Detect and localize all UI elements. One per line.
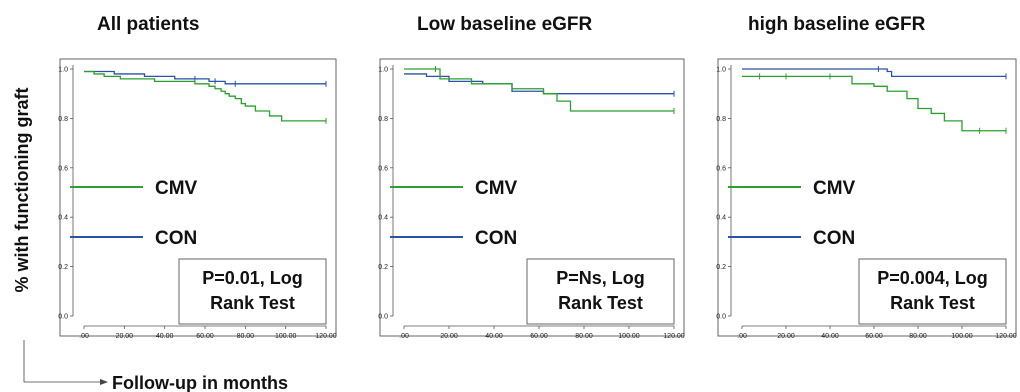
figure-xlabel: Follow-up in months [112, 373, 288, 392]
y-tick-label: 0.6 [58, 165, 68, 172]
y-tick-label: 0.4 [58, 215, 68, 222]
y-tick-label: 0.8 [378, 116, 388, 123]
legend-label-cmv: CMV [813, 178, 856, 199]
x-tick-label: 60.00 [530, 333, 548, 340]
x-tick-label: 100.00 [275, 333, 297, 340]
legend-label-cmv: CMV [475, 178, 518, 199]
y-tick-label: 0.4 [716, 215, 726, 222]
y-tick-label: 0.6 [716, 165, 726, 172]
series-line-cmv [742, 75, 1006, 132]
series-line-cmv [84, 70, 326, 122]
y-tick-label: 0.2 [716, 264, 726, 271]
xlabel-bracket [23, 340, 100, 383]
x-tick-label: 40.00 [821, 333, 839, 340]
x-tick-label: 120.00 [663, 333, 685, 340]
y-tick-label: 1.0 [378, 67, 388, 74]
xlabel-arrowhead [100, 379, 108, 385]
series-line-con [742, 68, 1006, 78]
panel-2: Low baseline eGFR 0.0 0.2 0.4 0.6 0.8 1.0 .00 20… [378, 14, 685, 340]
x-tick-label: 100.00 [618, 333, 640, 340]
x-tick-label: 40.00 [156, 333, 174, 340]
x-tick-label: 80.00 [575, 333, 593, 340]
x-tick-label: .00 [737, 333, 747, 340]
y-tick-label: 0.0 [378, 314, 388, 321]
panel-title: high baseline eGFR [748, 14, 926, 35]
x-tick-label: 60.00 [196, 333, 214, 340]
pvalue-text: Rank Test [558, 293, 643, 313]
panel-title: Low baseline eGFR [417, 14, 593, 35]
y-tick-label: 0.2 [378, 264, 388, 271]
pvalue-box [178, 258, 327, 325]
y-tick-label: 0.6 [378, 165, 388, 172]
y-tick-label: 0.0 [716, 314, 726, 321]
y-tick-label: 0.2 [58, 264, 68, 271]
x-tick-label: 120.00 [995, 333, 1017, 340]
pvalue-text: P=0.004, Log [877, 268, 988, 288]
panel-1: All patients 0.0 0.2 0.4 0.6 0.8 1.0 .00 20.00 40… [58, 14, 337, 340]
pvalue-box [858, 258, 1007, 325]
x-tick-label: .00 [79, 333, 89, 340]
legend-label-con: CON [813, 228, 855, 249]
series-line-cmv [404, 68, 674, 112]
x-tick-label: 80.00 [909, 333, 927, 340]
pvalue-text: P=0.01, Log [202, 268, 303, 288]
y-tick-label: 1.0 [716, 67, 726, 74]
plot-frame [379, 58, 685, 337]
figure-ylabel: % with functioning graft [12, 88, 32, 293]
pvalue-text: Rank Test [890, 293, 975, 313]
legend-label-con: CON [475, 228, 517, 249]
x-tick-label: 60.00 [865, 333, 883, 340]
plot-frame [59, 58, 337, 337]
x-tick-label: 20.00 [116, 333, 134, 340]
pvalue-text: Rank Test [210, 293, 295, 313]
y-tick-label: 1.0 [58, 67, 68, 74]
panel-3: high baseline eGFR 0.0 0.2 0.4 0.6 0.8 1.0 .00 2… [716, 14, 1017, 340]
y-tick-label: 0.8 [58, 116, 68, 123]
y-tick-label: 0.0 [58, 314, 68, 321]
x-tick-label: 20.00 [440, 333, 458, 340]
x-tick-label: 100.00 [951, 333, 973, 340]
x-tick-label: .00 [399, 333, 409, 340]
series-line-con [404, 73, 674, 95]
panel-title: All patients [97, 14, 199, 35]
pvalue-box [526, 258, 675, 325]
x-tick-label: 20.00 [777, 333, 795, 340]
legend-label-cmv: CMV [155, 178, 198, 199]
pvalue-text: P=Ns, Log [556, 268, 645, 288]
plot-frame [717, 58, 1017, 337]
y-tick-label: 0.8 [716, 116, 726, 123]
legend-label-con: CON [155, 228, 197, 249]
y-tick-label: 0.4 [378, 215, 388, 222]
x-tick-label: 120.00 [315, 333, 337, 340]
x-tick-label: 40.00 [485, 333, 503, 340]
x-tick-label: 80.00 [237, 333, 255, 340]
